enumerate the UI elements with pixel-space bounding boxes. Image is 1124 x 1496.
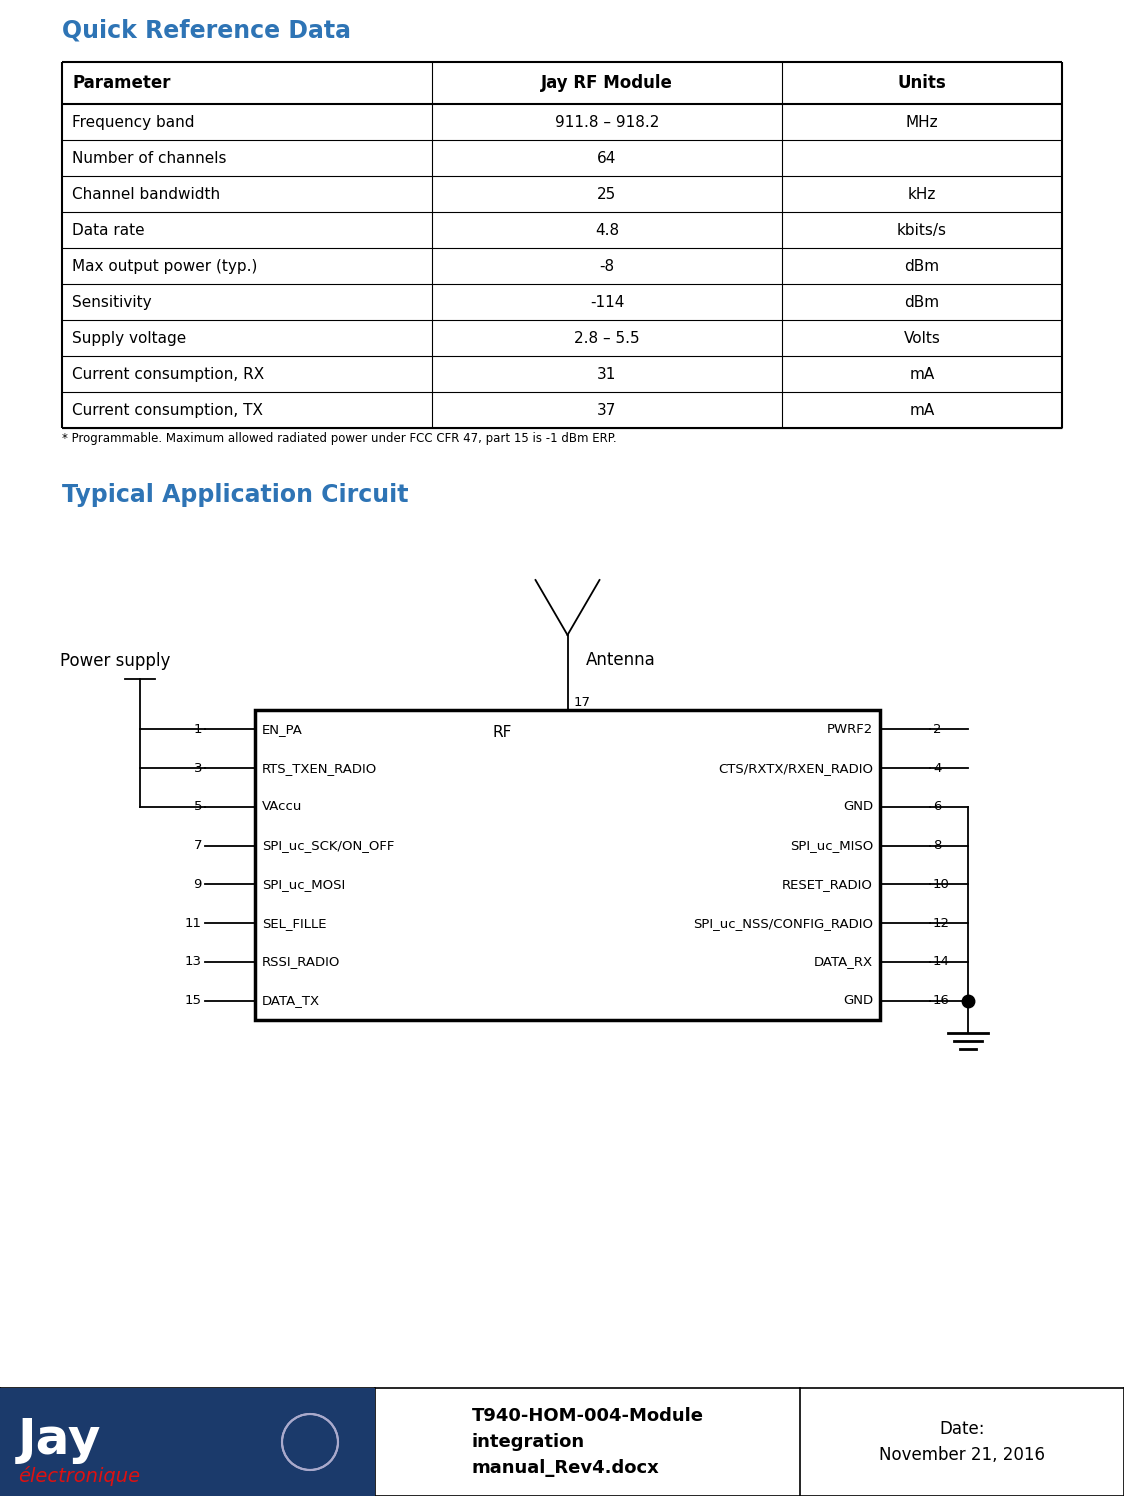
Text: RF: RF <box>492 724 511 739</box>
Text: 25: 25 <box>597 187 617 202</box>
Text: électronique: électronique <box>18 1466 140 1486</box>
Text: Sensitivity: Sensitivity <box>72 295 152 310</box>
Text: DATA_TX: DATA_TX <box>262 995 320 1007</box>
Text: GND: GND <box>843 800 873 814</box>
Text: Quick Reference Data: Quick Reference Data <box>62 18 351 42</box>
Bar <box>0 1388 375 1496</box>
Text: 4: 4 <box>933 761 942 775</box>
Text: Parameter: Parameter <box>72 73 171 91</box>
Text: 1: 1 <box>193 723 202 736</box>
Text: Current consumption, TX: Current consumption, TX <box>72 402 263 417</box>
Text: 7: 7 <box>193 839 202 853</box>
Text: * Programmable. Maximum allowed radiated power under FCC CFR 47, part 15 is -1 d: * Programmable. Maximum allowed radiated… <box>62 432 617 444</box>
Text: SEL_FILLE: SEL_FILLE <box>262 917 326 929</box>
Text: 9: 9 <box>193 878 202 892</box>
Text: 64: 64 <box>597 151 617 166</box>
Text: 31: 31 <box>597 367 617 381</box>
Text: Jay: Jay <box>18 1417 101 1465</box>
Text: Jay RF Module: Jay RF Module <box>541 73 673 91</box>
Text: kHz: kHz <box>908 187 936 202</box>
Text: Supply voltage: Supply voltage <box>72 331 187 346</box>
Text: Power supply: Power supply <box>60 652 171 670</box>
Text: mA: mA <box>909 402 935 417</box>
Text: VAccu: VAccu <box>262 800 302 814</box>
Text: 911.8 – 918.2: 911.8 – 918.2 <box>555 115 659 130</box>
Text: MHz: MHz <box>906 115 939 130</box>
Text: Data rate: Data rate <box>72 223 145 238</box>
Text: Number of channels: Number of channels <box>72 151 227 166</box>
Text: dBm: dBm <box>905 295 940 310</box>
Text: 14: 14 <box>933 956 950 968</box>
Text: RSSI_RADIO: RSSI_RADIO <box>262 956 341 968</box>
Text: 2: 2 <box>933 723 942 736</box>
Text: SPI_uc_MOSI: SPI_uc_MOSI <box>262 878 345 892</box>
Text: GND: GND <box>843 995 873 1007</box>
Text: 2.8 – 5.5: 2.8 – 5.5 <box>574 331 640 346</box>
Text: Date:
November 21, 2016: Date: November 21, 2016 <box>879 1421 1045 1463</box>
Text: 37: 37 <box>597 402 617 417</box>
Text: PWRF2: PWRF2 <box>827 723 873 736</box>
Text: 4.8: 4.8 <box>595 223 619 238</box>
Text: 12: 12 <box>933 917 950 929</box>
Text: kbits/s: kbits/s <box>897 223 948 238</box>
Bar <box>255 711 880 1020</box>
Text: Frequency band: Frequency band <box>72 115 194 130</box>
Text: Channel bandwidth: Channel bandwidth <box>72 187 220 202</box>
Text: Max output power (typ.): Max output power (typ.) <box>72 259 257 274</box>
Text: 8: 8 <box>933 839 942 853</box>
Text: 15: 15 <box>185 995 202 1007</box>
Text: 6: 6 <box>933 800 942 814</box>
Text: Antenna: Antenna <box>586 651 655 669</box>
Text: 13: 13 <box>185 956 202 968</box>
Text: SPI_uc_SCK/ON_OFF: SPI_uc_SCK/ON_OFF <box>262 839 395 853</box>
Text: 10: 10 <box>933 878 950 892</box>
Text: DATA_RX: DATA_RX <box>814 956 873 968</box>
Text: Volts: Volts <box>904 331 941 346</box>
Text: 3: 3 <box>193 761 202 775</box>
Text: RTS_TXEN_RADIO: RTS_TXEN_RADIO <box>262 761 378 775</box>
Text: 5: 5 <box>193 800 202 814</box>
Text: T940-HOM-004-Module
integration
manual_Rev4.docx: T940-HOM-004-Module integration manual_R… <box>471 1406 704 1478</box>
Text: 17: 17 <box>573 696 590 709</box>
Text: 11: 11 <box>185 917 202 929</box>
Text: Units: Units <box>898 73 946 91</box>
Text: Typical Application Circuit: Typical Application Circuit <box>62 483 408 507</box>
Text: dBm: dBm <box>905 259 940 274</box>
Text: mA: mA <box>909 367 935 381</box>
Text: SPI_uc_NSS/CONFIG_RADIO: SPI_uc_NSS/CONFIG_RADIO <box>694 917 873 929</box>
Text: 16: 16 <box>933 995 950 1007</box>
Text: -8: -8 <box>599 259 615 274</box>
Text: Current consumption, RX: Current consumption, RX <box>72 367 264 381</box>
Text: RESET_RADIO: RESET_RADIO <box>782 878 873 892</box>
Text: -114: -114 <box>590 295 624 310</box>
Text: CTS/RXTX/RXEN_RADIO: CTS/RXTX/RXEN_RADIO <box>718 761 873 775</box>
Text: EN_PA: EN_PA <box>262 723 302 736</box>
Text: SPI_uc_MISO: SPI_uc_MISO <box>790 839 873 853</box>
